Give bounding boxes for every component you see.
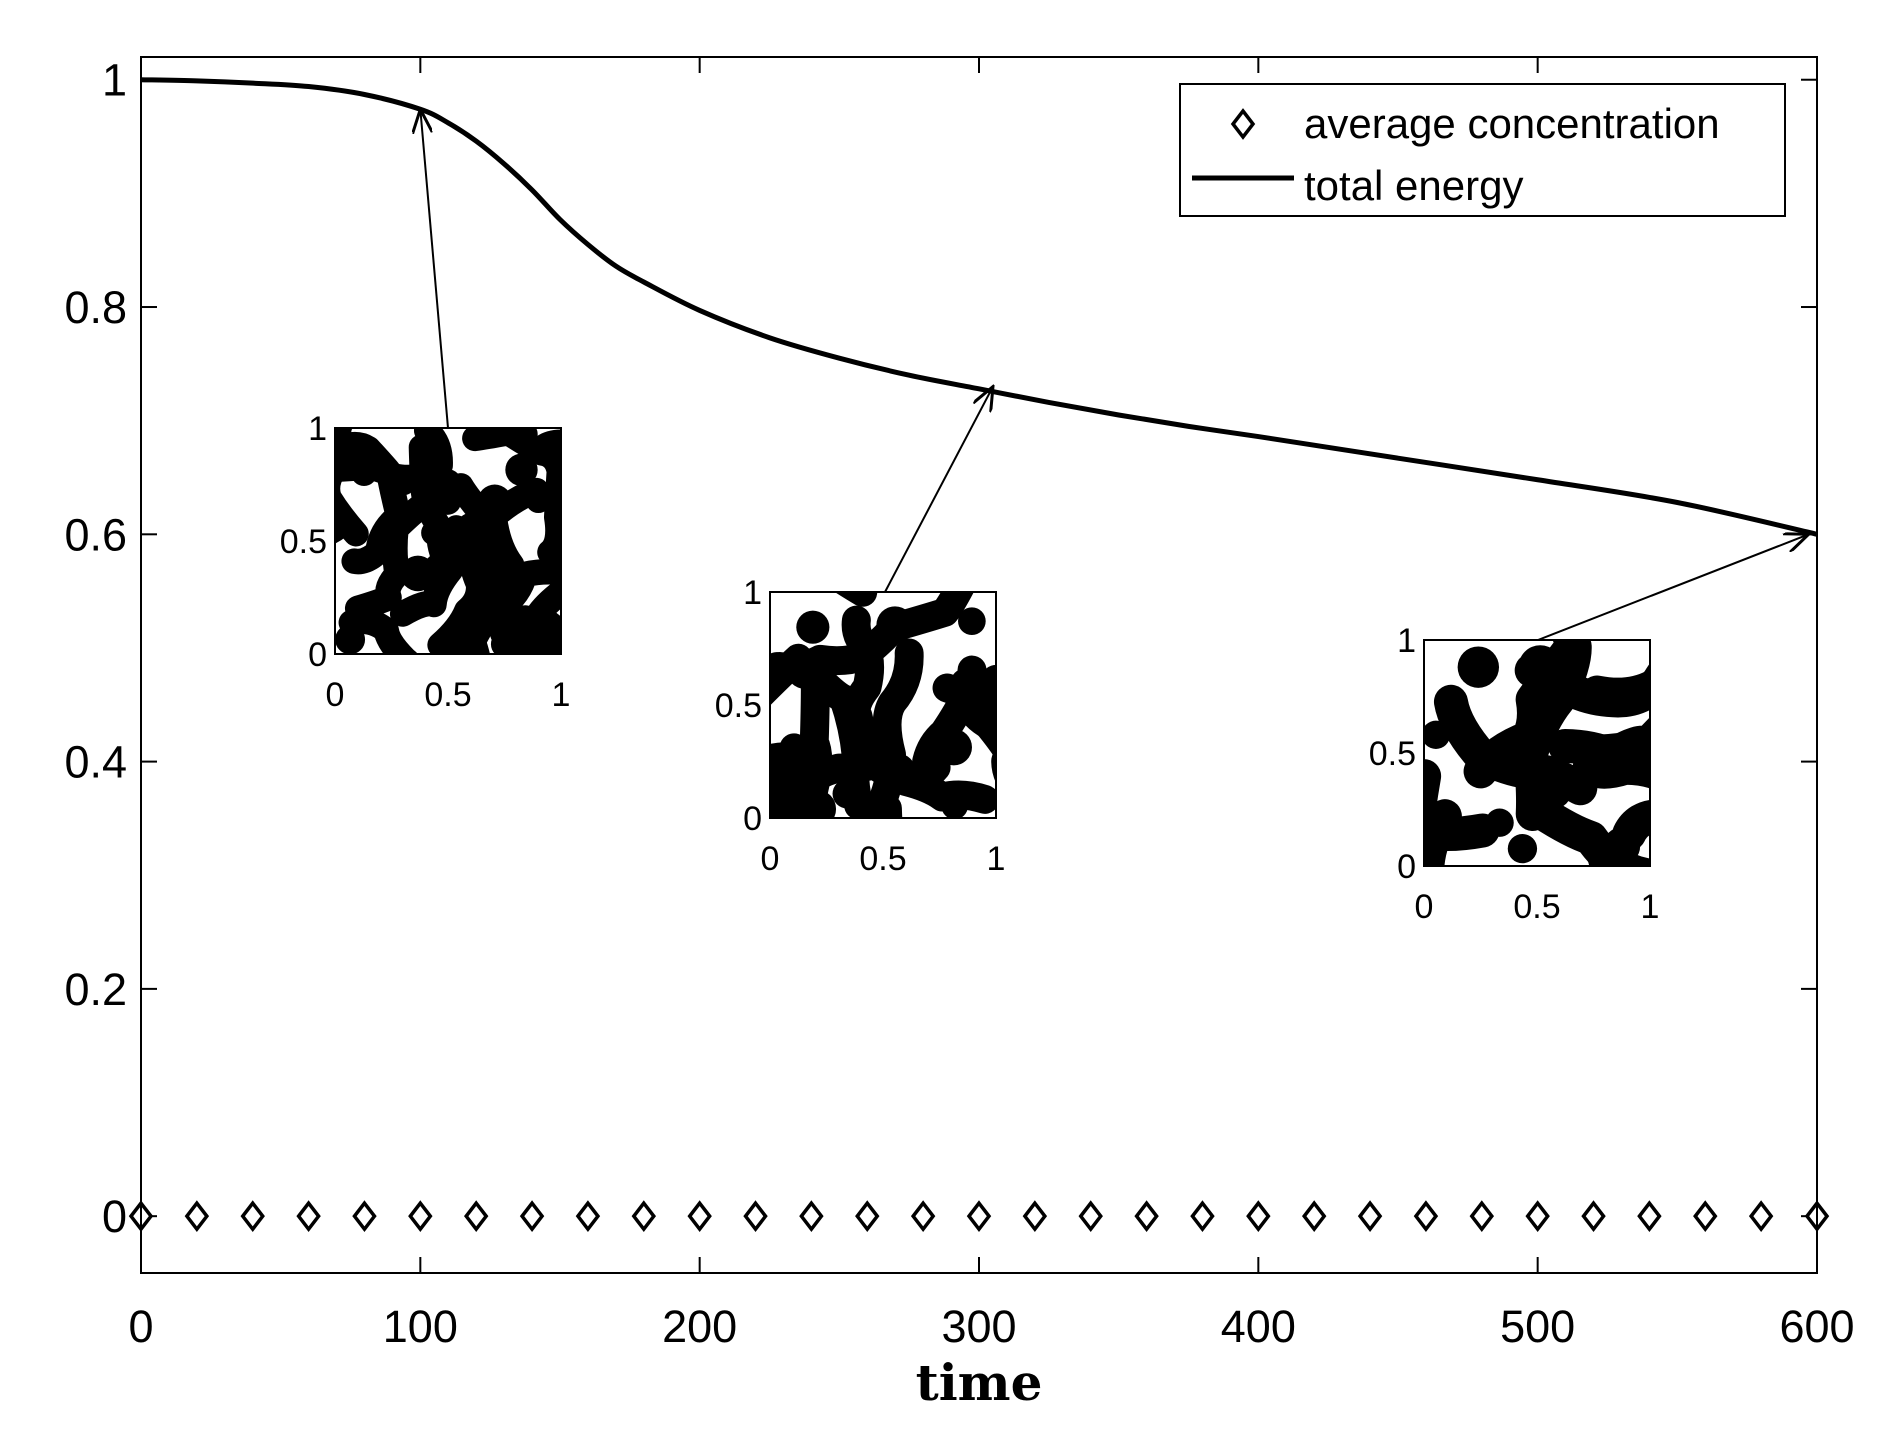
inset-x-tick-label: 1 (1641, 888, 1660, 926)
concentration-marker (352, 1200, 377, 1233)
concentration-marker (408, 1200, 433, 1233)
concentration-marker (1525, 1200, 1550, 1233)
legend-box (1179, 83, 1786, 217)
concentration-marker (687, 1200, 712, 1233)
inset-y-tick-label: 1 (743, 574, 762, 612)
inset-y-tick-label: 0 (743, 800, 762, 838)
inset-pattern (1424, 640, 1650, 866)
legend-label-average-concentration: average concentration (1304, 100, 1720, 147)
x-tick-label: 500 (1500, 1301, 1575, 1352)
inset-arrow (884, 387, 993, 593)
y-tick-label: 0 (102, 1191, 127, 1242)
inset-arrow (1537, 534, 1809, 641)
concentration-marker (855, 1200, 880, 1233)
inset-x-tick-label: 0.5 (859, 840, 906, 878)
x-tick-label: 100 (383, 1301, 458, 1352)
x-axis-label: time (916, 1353, 1043, 1412)
inset-y-tick-label: 1 (1397, 622, 1416, 660)
inset-pattern (335, 428, 561, 654)
concentration-marker (296, 1200, 321, 1233)
inset-x-tick-label: 0 (1415, 888, 1434, 926)
inset-y-tick-label: 0.5 (280, 523, 327, 561)
inset-x-tick-label: 0 (761, 840, 780, 878)
inset-frame (1423, 639, 1651, 867)
concentration-marker (184, 1200, 210, 1233)
inset-y-tick-label: 1 (308, 410, 327, 448)
concentration-marker (1078, 1200, 1103, 1233)
concentration-marker (1413, 1200, 1439, 1233)
concentration-marker (1022, 1200, 1048, 1233)
concentration-marker (1748, 1200, 1774, 1233)
total-energy-line (140, 77, 1818, 537)
inset-x-tick-label: 1 (987, 840, 1006, 878)
concentration-marker (799, 1200, 824, 1233)
inset-frame (769, 591, 997, 819)
legend: average concentration total energy (1179, 83, 1786, 217)
inset-y-tick-label: 0.5 (1369, 735, 1416, 773)
x-tick-label: 600 (1779, 1301, 1854, 1352)
x-tick-label: 200 (662, 1301, 737, 1352)
y-tick-label: 1 (102, 55, 127, 106)
inset-y-tick-label: 0 (308, 636, 327, 674)
concentration-marker (575, 1200, 601, 1233)
inset-x-tick-label: 0.5 (424, 676, 471, 714)
plot-frame (140, 56, 1818, 1274)
inset-x-tick-label: 1 (552, 676, 571, 714)
x-tick-label: 300 (941, 1301, 1016, 1352)
concentration-marker (519, 1200, 545, 1233)
inset-2: 00 0.5 0.5 1 1 (715, 387, 1006, 878)
concentration-marker (1190, 1200, 1215, 1233)
concentration-marker (240, 1200, 265, 1233)
concentration-marker (463, 1200, 489, 1233)
average-concentration-markers (128, 1200, 1830, 1233)
legend-marker-average-concentration (1230, 108, 1256, 140)
y-tick-label: 0.4 (64, 737, 127, 788)
concentration-marker (1469, 1200, 1495, 1233)
inset-arrow (420, 109, 449, 429)
concentration-marker (1357, 1200, 1383, 1233)
x-tick-label: 400 (1221, 1301, 1296, 1352)
inset-x-tick-label: 0 (326, 676, 345, 714)
y-tick-label: 0.2 (64, 964, 127, 1015)
concentration-marker (1134, 1200, 1159, 1233)
x-axis: 0 100 200 300 400 500 600 (128, 57, 1855, 1352)
concentration-marker (1637, 1200, 1662, 1233)
inset-3: 00 0.5 0.5 1 1 (1369, 534, 1866, 926)
y-tick-label: 0.6 (64, 509, 127, 560)
concentration-marker (966, 1200, 992, 1233)
concentration-marker (743, 1200, 768, 1233)
y-tick-label: 0.8 (64, 282, 127, 333)
concentration-marker (1301, 1200, 1327, 1233)
x-tick-label: 0 (128, 1301, 153, 1352)
inset-1: 00 0.5 0.5 1 1 (280, 109, 571, 714)
inset-y-tick-label: 0 (1397, 848, 1416, 886)
concentration-marker (631, 1200, 657, 1233)
legend-label-total-energy: total energy (1304, 162, 1523, 209)
y-axis: 0 0.2 0.4 0.6 0.8 1 (64, 55, 1817, 1242)
concentration-marker (1246, 1200, 1271, 1233)
concentration-marker (1693, 1200, 1718, 1233)
inset-pattern (770, 592, 996, 818)
concentration-marker (910, 1200, 936, 1233)
inset-y-tick-label: 0.5 (715, 687, 762, 725)
inset-x-tick-label: 0.5 (1513, 888, 1560, 926)
concentration-marker (1581, 1200, 1606, 1233)
